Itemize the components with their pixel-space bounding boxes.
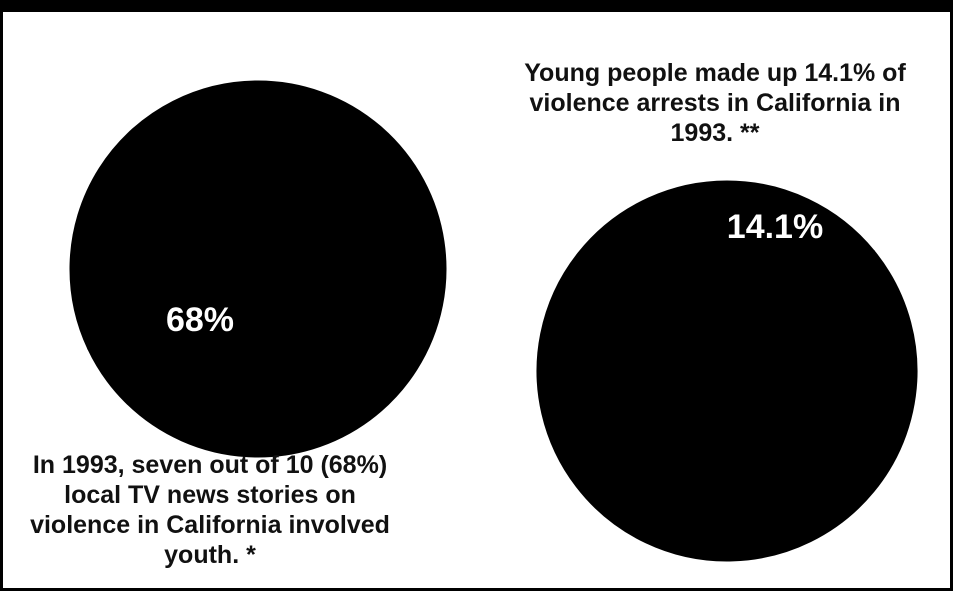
right-pie-slice-0 — [726, 180, 875, 373]
right-pie-slice-1 — [536, 180, 918, 562]
left-pie-value-label: 68% — [166, 301, 234, 339]
left-pie-slice-0 — [87, 80, 447, 458]
left-pie-caption: In 1993, seven out of 10 (68%) local TV … — [30, 451, 390, 569]
right-pie-caption: Young people made up 14.1% of violence a… — [524, 59, 906, 147]
left-pie-slice-1 — [69, 80, 259, 350]
right-pie-value-label: 14.1% — [727, 208, 823, 246]
